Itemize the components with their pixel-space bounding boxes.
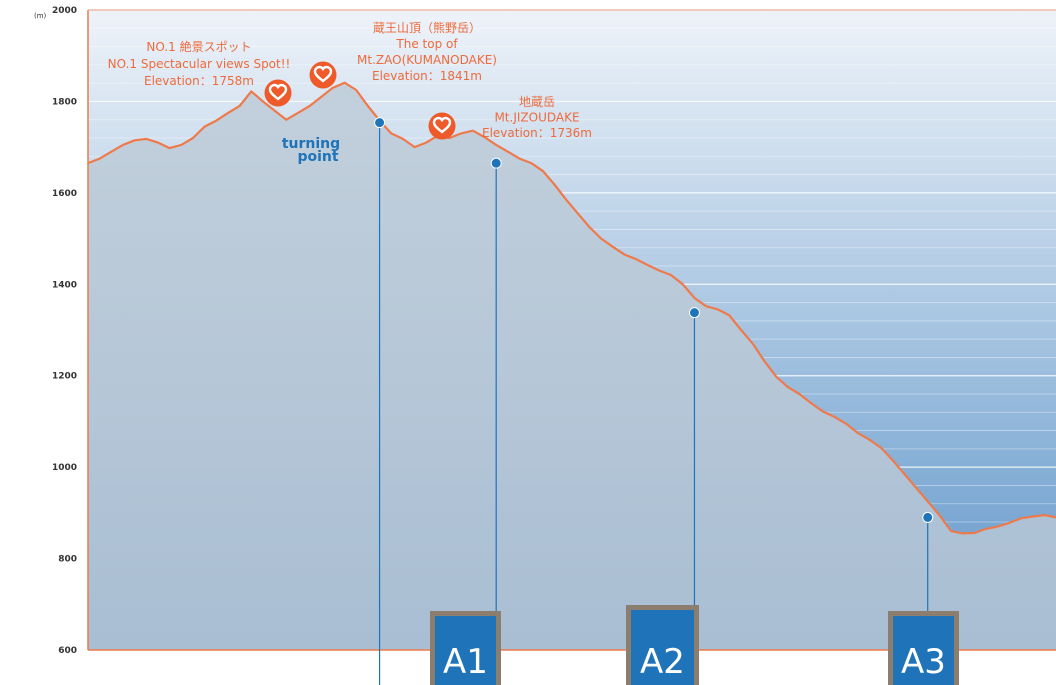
turning-point-line: turning bbox=[282, 136, 340, 152]
heart-icon-badge bbox=[264, 79, 292, 107]
annotation-label: NO.1 絶景スポット NO.1 Spectacular views Spot!!… bbox=[108, 39, 291, 88]
turning-point-dot bbox=[374, 117, 386, 129]
y-tick-label: 2000 bbox=[52, 6, 77, 16]
heart-icon-shape bbox=[313, 65, 333, 83]
elevation-line bbox=[87, 81, 1056, 535]
heart-icon bbox=[309, 61, 337, 89]
heart-icon-shape bbox=[268, 83, 288, 101]
heart-icon-shape bbox=[432, 116, 452, 134]
annotation-label: 蔵王山頂（熊野岳） The top of Mt.ZAO(KUMANODAKE) Ele… bbox=[357, 20, 497, 83]
annotation-line: Elevation：1841m bbox=[372, 69, 482, 83]
marker-dot bbox=[688, 307, 700, 319]
annotation-line: 地蔵岳 bbox=[519, 95, 555, 109]
annotation-line: NO.1 Spectacular views Spot!! bbox=[108, 57, 291, 71]
y-tick-label: 600 bbox=[58, 646, 77, 656]
y-tick-label: 1600 bbox=[52, 189, 77, 199]
marker-label: A2 bbox=[640, 642, 685, 682]
y-tick-label: 1400 bbox=[52, 280, 77, 290]
marker-label: A3 bbox=[901, 642, 946, 682]
turning-point-label: turning point bbox=[282, 136, 340, 165]
marker-box bbox=[631, 610, 694, 685]
annotation-label: 地蔵岳 Mt.JIZOUDAKE Elevation：1736m bbox=[482, 95, 592, 140]
turning-point-line: point bbox=[297, 149, 338, 165]
y-tick-label: 800 bbox=[58, 555, 77, 565]
marker-box bbox=[893, 616, 954, 685]
marker-label: A1 bbox=[443, 642, 488, 682]
marker-box bbox=[435, 616, 496, 685]
y-tick-label: 1800 bbox=[52, 97, 77, 107]
heart-icon-badge bbox=[309, 61, 337, 89]
y-tick-label: 1200 bbox=[52, 372, 77, 382]
y-tick-label: 1000 bbox=[52, 463, 77, 473]
annotation-line: Mt.JIZOUDAKE bbox=[494, 111, 579, 125]
y-axis-unit: (m) bbox=[34, 12, 47, 20]
annotation-line: 蔵王山頂（熊野岳） bbox=[373, 20, 481, 35]
annotation-line: NO.1 絶景スポット bbox=[146, 39, 251, 54]
heart-icon bbox=[264, 79, 292, 107]
marker-dot bbox=[490, 157, 502, 169]
heart-icon bbox=[428, 112, 456, 140]
marker-dot bbox=[922, 511, 934, 523]
heart-icon-badge bbox=[428, 112, 456, 140]
annotation-line: Mt.ZAO(KUMANODAKE) bbox=[357, 53, 497, 67]
annotation-line: The top of bbox=[395, 37, 458, 51]
elevation-area bbox=[88, 82, 1056, 650]
annotation-line: Elevation：1758m bbox=[144, 74, 254, 88]
annotation-line: Elevation：1736m bbox=[482, 126, 592, 140]
